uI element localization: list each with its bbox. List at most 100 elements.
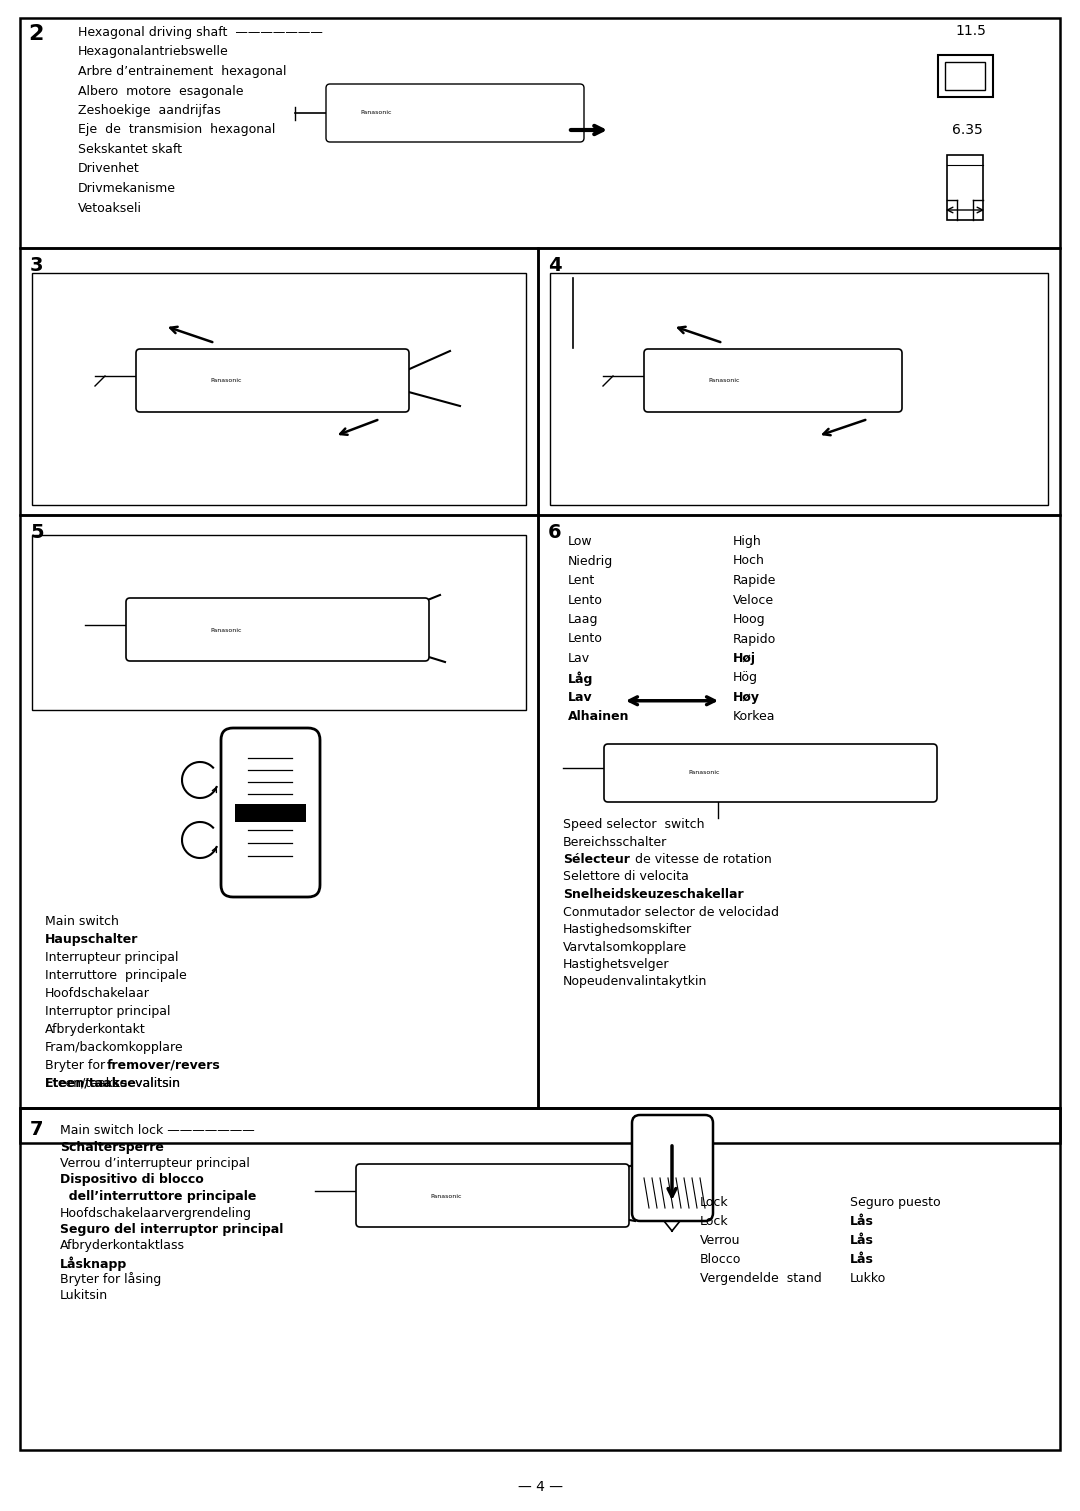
FancyBboxPatch shape (126, 598, 429, 660)
Text: Blocco: Blocco (700, 1253, 741, 1266)
Text: — 4 —: — 4 — (517, 1479, 563, 1494)
Text: Hoch: Hoch (733, 555, 765, 568)
Text: Main switch: Main switch (45, 916, 119, 928)
Text: Eteen/taakse: Eteen/taakse (45, 1077, 137, 1089)
Text: Verrou: Verrou (700, 1234, 741, 1247)
Text: Lav: Lav (568, 691, 593, 704)
Text: Seguro del interruptor principal: Seguro del interruptor principal (60, 1222, 283, 1236)
Text: 4: 4 (548, 255, 562, 275)
Text: Niedrig: Niedrig (568, 555, 613, 568)
Text: Lav: Lav (568, 653, 590, 665)
Text: Veloce: Veloce (733, 594, 774, 606)
Text: Bereichsschalter: Bereichsschalter (563, 836, 667, 849)
Bar (21, 248, 538, 515)
Text: Panasonic: Panasonic (708, 378, 740, 384)
Text: dell’interruttore principale: dell’interruttore principale (60, 1191, 256, 1203)
Text: fremover/revers: fremover/revers (107, 1059, 220, 1071)
Text: Hastighetsvelger: Hastighetsvelger (563, 958, 670, 972)
Text: 7: 7 (30, 1120, 43, 1139)
Text: Høy: Høy (733, 691, 760, 704)
Bar (939, 54, 993, 97)
Text: Snelheidskeuzeschakellar: Snelheidskeuzeschakellar (563, 888, 744, 901)
Text: Main switch lock ———————: Main switch lock ——————— (60, 1124, 255, 1136)
Text: Afbryderkontakt: Afbryderkontakt (45, 1023, 146, 1037)
Text: Nopeudenvalintakytkin: Nopeudenvalintakytkin (563, 976, 707, 988)
Text: Låg: Låg (568, 671, 593, 686)
Bar (32, 535, 526, 710)
FancyBboxPatch shape (604, 743, 937, 802)
Bar (550, 273, 1048, 505)
Text: Hoog: Hoog (733, 613, 766, 626)
Bar (538, 515, 1059, 1108)
Text: Sekskantet skaft: Sekskantet skaft (78, 144, 183, 156)
Text: Eje  de  transmision  hexagonal: Eje de transmision hexagonal (78, 124, 275, 136)
Bar (21, 1108, 1059, 1451)
Text: 6.35: 6.35 (951, 122, 983, 138)
Text: Zeshoekige  aandrijfas: Zeshoekige aandrijfas (78, 104, 220, 116)
FancyBboxPatch shape (356, 1163, 629, 1227)
Text: Seguro puesto: Seguro puesto (850, 1197, 941, 1209)
Text: Hastighedsomskifter: Hastighedsomskifter (563, 923, 692, 935)
Text: Hexagonal driving shaft  ———————: Hexagonal driving shaft ——————— (78, 26, 323, 39)
Text: Interruttore  principale: Interruttore principale (45, 969, 187, 982)
Text: Sélecteur: Sélecteur (563, 854, 630, 866)
FancyBboxPatch shape (136, 349, 409, 413)
Text: Interruptor principal: Interruptor principal (45, 1005, 171, 1018)
Text: Hexagonalantriebswelle: Hexagonalantriebswelle (78, 45, 229, 59)
Text: Drivmekanisme: Drivmekanisme (78, 181, 176, 195)
Text: Laag: Laag (568, 613, 598, 626)
Text: Interrupteur principal: Interrupteur principal (45, 950, 178, 964)
Text: Lento: Lento (568, 633, 603, 645)
Text: Lås: Lås (850, 1215, 874, 1228)
Text: Albero  motore  esagonale: Albero motore esagonale (78, 85, 243, 98)
Text: Lock: Lock (700, 1197, 729, 1209)
Text: Fram/backomkopplare: Fram/backomkopplare (45, 1041, 184, 1055)
Text: Low: Low (568, 535, 593, 548)
Text: 5: 5 (30, 523, 43, 542)
Text: Schaltersperre: Schaltersperre (60, 1141, 164, 1153)
Text: Dispositivo di blocco: Dispositivo di blocco (60, 1174, 204, 1186)
Text: Afbryderkontaktlasѕ: Afbryderkontaktlasѕ (60, 1239, 185, 1253)
Text: Bryter for låsing: Bryter for låsing (60, 1272, 161, 1286)
Text: Panasonic: Panasonic (210, 378, 242, 384)
Text: Hög: Hög (733, 671, 758, 684)
Text: Conmutador selector de velocidad: Conmutador selector de velocidad (563, 905, 779, 919)
Bar (945, 62, 985, 91)
Text: Selettore di velocita: Selettore di velocita (563, 870, 689, 884)
Text: Eteen/taakse  valitsin: Eteen/taakse valitsin (45, 1077, 180, 1089)
Text: Høj: Høj (733, 653, 756, 665)
Text: Lås: Lås (850, 1234, 874, 1247)
Bar (538, 248, 1059, 515)
Bar (21, 18, 1059, 248)
FancyBboxPatch shape (632, 1115, 713, 1221)
Text: Drivenhet: Drivenhet (78, 163, 139, 175)
FancyBboxPatch shape (221, 728, 320, 898)
Text: de vitesse de rotation: de vitesse de rotation (631, 854, 772, 866)
Text: Hoofdschakelaarvergrendeling: Hoofdschakelaarvergrendeling (60, 1206, 252, 1219)
Text: Alhainen: Alhainen (568, 710, 630, 724)
Text: Verrou d’interrupteur principal: Verrou d’interrupteur principal (60, 1157, 249, 1170)
Text: 2: 2 (28, 24, 43, 44)
Text: Varvtalsomkopplare: Varvtalsomkopplare (563, 940, 687, 953)
Text: Panasonic: Panasonic (688, 771, 719, 775)
Text: Korkea: Korkea (733, 710, 775, 724)
Text: 6: 6 (548, 523, 562, 542)
Text: Panasonic: Panasonic (430, 1194, 461, 1198)
Text: Lås: Lås (850, 1253, 874, 1266)
Text: Lent: Lent (568, 574, 595, 586)
Text: Lukitsin: Lukitsin (60, 1289, 108, 1302)
Text: Hoofdschakelaar: Hoofdschakelaar (45, 987, 150, 1000)
FancyBboxPatch shape (644, 349, 902, 413)
Bar (235, 804, 306, 822)
Bar (947, 156, 983, 221)
Text: Speed selector  switch: Speed selector switch (563, 817, 704, 831)
Bar (21, 515, 538, 1108)
Text: Panasonic: Panasonic (360, 110, 391, 115)
Text: valitsin: valitsin (131, 1077, 180, 1089)
Text: Bryter for: Bryter for (45, 1059, 109, 1071)
Text: Lock: Lock (700, 1215, 729, 1228)
Text: Låsknapp: Låsknapp (60, 1256, 127, 1271)
FancyBboxPatch shape (326, 85, 584, 142)
Text: Lento: Lento (568, 594, 603, 606)
Text: Vetoakseli: Vetoakseli (78, 201, 141, 215)
